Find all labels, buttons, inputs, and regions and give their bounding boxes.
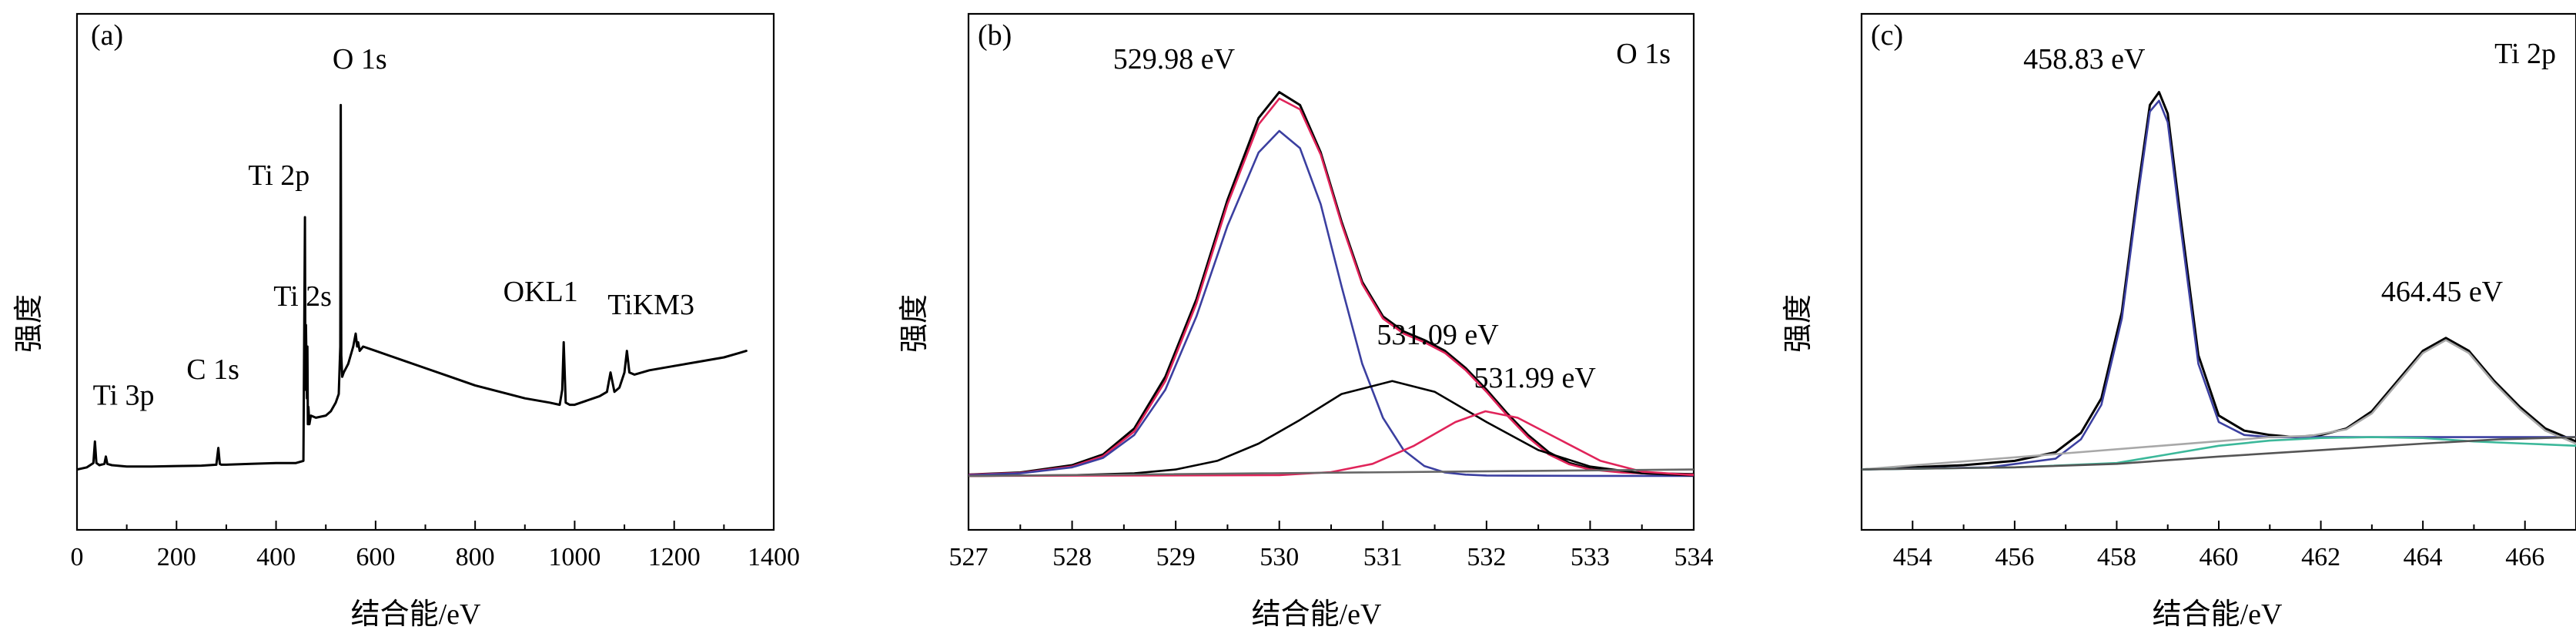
panel-a-x-tick-label: 400 (256, 543, 296, 571)
panel-c-x-tick-label: 454 (1893, 543, 1932, 571)
panel-c-x-tick-label: 466 (2505, 543, 2544, 571)
panel-c-title: Ti 2p (2494, 38, 2556, 70)
panel-a-peak-annotation: Ti 2s (273, 280, 332, 313)
panel-c-x-tick-label: 464 (2404, 543, 2443, 571)
panel-b-x-tick-label: 527 (949, 543, 989, 571)
panel-b-x-tick-label: 533 (1571, 543, 1610, 571)
panel-c-ti2p: (c) Ti 2p 结合能/eV 强度 454 456 458 460 462 464 46… (1782, 12, 2576, 631)
panel-c-series-line (1862, 91, 2576, 471)
panel-a-x-axis-title: 结合能/eV (351, 598, 481, 631)
panel-b-series-line (969, 91, 1694, 476)
panel-b-x-tick-label: 528 (1052, 543, 1092, 571)
panel-c-peak-annotation: 464.45 eV (2381, 276, 2504, 308)
panel-b-label: (b) (978, 19, 1012, 52)
panel-c-frame (1860, 12, 2576, 531)
panel-b-series-line (969, 129, 1694, 477)
panel-c-label: (c) (1871, 19, 1903, 52)
panel-a-y-axis-title: 强度 (13, 294, 45, 353)
panel-a-peak-annotation: TiKM3 (607, 289, 694, 321)
panel-b-peak-annotation: 531.09 eV (1377, 319, 1499, 351)
panel-c-x-tick-label: 460 (2200, 543, 2239, 571)
panel-a-label: (a) (91, 19, 123, 52)
panel-c-x-tick-label: 456 (1995, 543, 2034, 571)
panel-a-x-tick-label: 800 (456, 543, 495, 571)
panel-a-x-tick-label: 600 (356, 543, 395, 571)
panel-a-peak-annotation: Ti 3p (93, 380, 155, 412)
panel-c-peak-annotation: 458.83 eV (2023, 43, 2146, 75)
panel-b-x-tick-label: 530 (1260, 543, 1299, 571)
panel-a-peak-annotation: O 1s (333, 43, 387, 75)
panel-a-x-tick-label: 0 (71, 543, 84, 571)
panel-b-peak-annotation: 529.98 eV (1113, 43, 1236, 75)
panel-b-series-line (969, 468, 1694, 477)
panel-a-plot-frame (75, 12, 775, 531)
panel-b-series-line (969, 380, 1694, 477)
panel-c-plot-frame (1860, 12, 2576, 531)
panel-b-o1s: (b) O 1s 结合能/eV 强度 527 528 529 530 531 532 533… (898, 12, 1714, 631)
panel-b-peak-annotation: 531.99 eV (1474, 362, 1597, 394)
panel-b-y-axis-title: 强度 (898, 294, 931, 353)
panel-a-peak-annotation: C 1s (186, 354, 239, 386)
panel-a-x-tick-label: 1000 (548, 543, 601, 571)
panel-a-survey: (a) 结合能/eV 强度 0 200 400 600 800 1000 1200 1400 T… (13, 12, 800, 631)
panel-a-series-line (77, 103, 748, 471)
panel-a-peak-annotation: OKL1 (503, 276, 578, 308)
panel-a-peak-annotation: Ti 2p (248, 159, 309, 192)
panel-c-y-axis-title: 强度 (1782, 294, 1815, 353)
panel-c-x-axis-title: 结合能/eV (2153, 598, 2283, 631)
panel-a-x-tick-label: 1400 (748, 543, 800, 571)
panel-b-x-tick-label: 531 (1363, 543, 1403, 571)
panel-b-title: O 1s (1616, 38, 1671, 70)
panel-b-x-tick-label: 534 (1674, 543, 1714, 571)
panel-b-series-line (969, 97, 1694, 476)
panel-c-x-tick-label: 462 (2301, 543, 2340, 571)
panel-b-x-tick-label: 529 (1156, 543, 1196, 571)
panel-b-x-axis-title: 结合能/eV (1252, 598, 1382, 631)
panel-a-x-tick-label: 200 (157, 543, 196, 571)
panel-a-frame (75, 12, 775, 531)
panel-a-x-tick-label: 1200 (648, 543, 701, 571)
panel-b-x-tick-label: 532 (1467, 543, 1506, 571)
panel-c-series-line (1862, 339, 2576, 471)
panel-c-x-tick-label: 458 (2097, 543, 2136, 571)
panel-c-series-line (1862, 436, 2576, 471)
